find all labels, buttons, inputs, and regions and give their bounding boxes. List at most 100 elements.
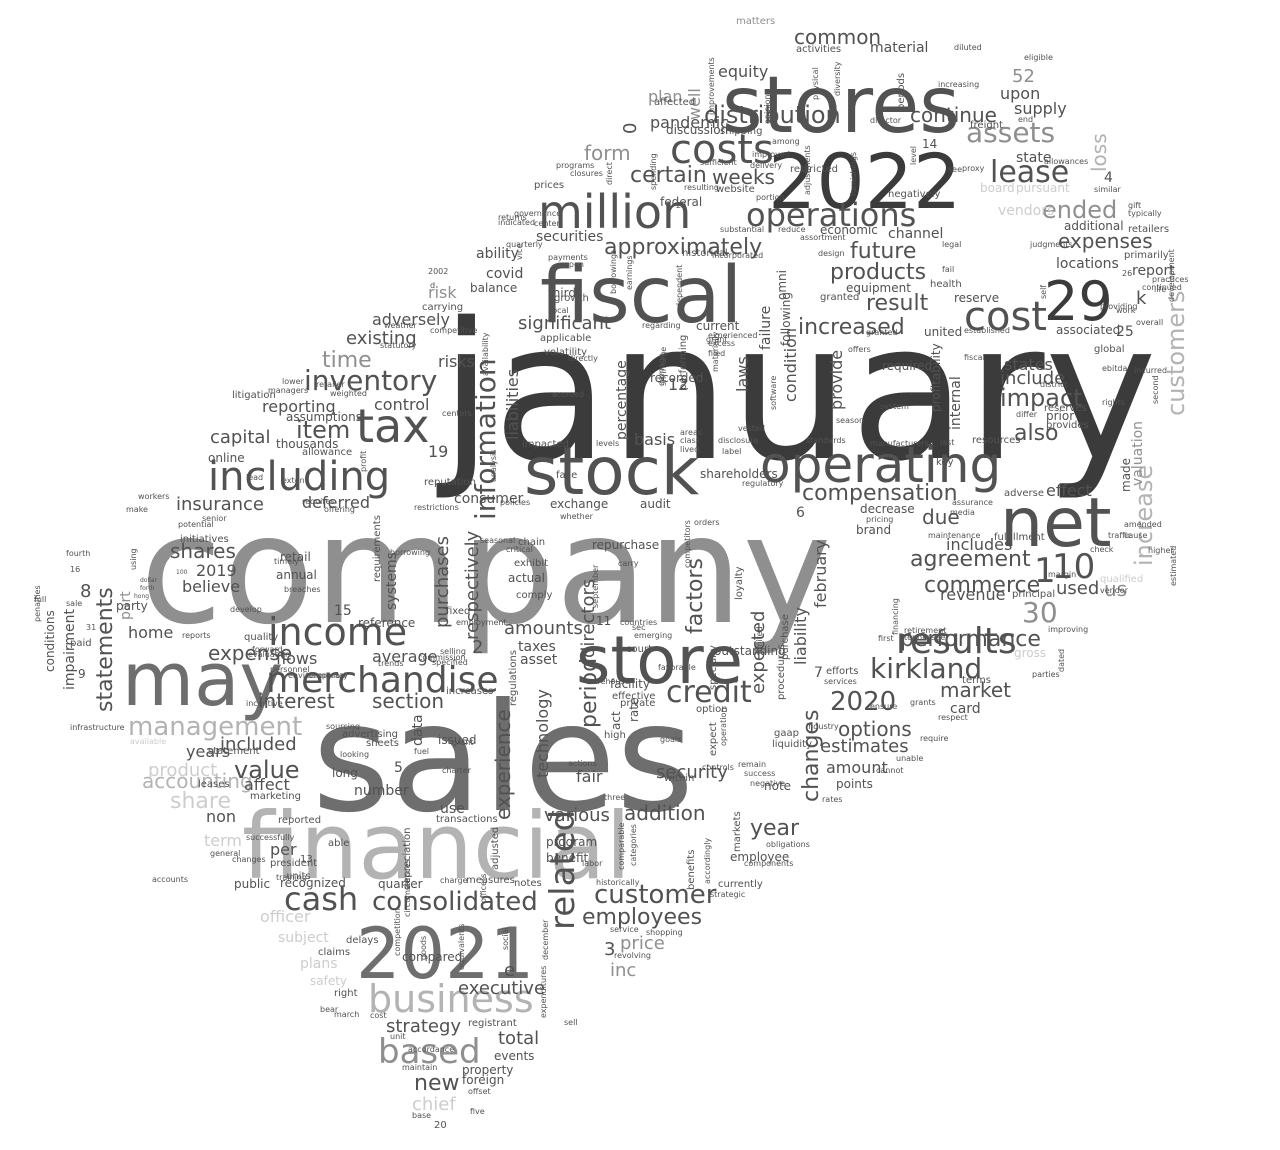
cloud-word: fiscal xyxy=(964,353,985,362)
cloud-word: exhibit xyxy=(514,558,548,569)
cloud-word: 2022 xyxy=(768,137,961,226)
cloud-word: media xyxy=(950,508,975,517)
cloud-word: improved xyxy=(752,150,790,159)
cloud-word: 1 xyxy=(1034,551,1056,591)
cloud-word: discussion xyxy=(666,123,728,137)
cloud-word: similar xyxy=(1094,185,1122,194)
cloud-word: value xyxy=(234,756,300,784)
cloud-word: locations xyxy=(1056,256,1119,272)
cloud-word: revolving xyxy=(614,951,651,960)
cloud-word: overall xyxy=(1136,318,1163,327)
cloud-word: fourth xyxy=(66,549,90,558)
cloud-word: increasing xyxy=(938,80,979,89)
cloud-word: card xyxy=(950,701,981,717)
cloud-word: 29 xyxy=(1044,270,1113,333)
cloud-word: rate xyxy=(627,698,641,722)
cloud-word: percentage xyxy=(614,360,630,440)
cloud-word: advertising xyxy=(342,729,398,740)
cloud-word: statutory xyxy=(380,341,417,350)
cloud-word: reporting xyxy=(262,397,336,416)
cloud-word: commission xyxy=(418,653,466,662)
cloud-word: unable xyxy=(896,754,923,763)
cloud-word: resources xyxy=(972,435,1020,446)
cloud-word: employees xyxy=(582,905,702,930)
cloud-word: internal xyxy=(948,376,964,430)
cloud-word: fulfillment xyxy=(994,532,1045,543)
cloud-word: purchase xyxy=(780,614,791,660)
cloud-word: years xyxy=(186,742,230,761)
cloud-word: label xyxy=(722,447,741,456)
cloud-word: consolidated xyxy=(372,887,538,917)
cloud-word: available xyxy=(130,737,166,746)
cloud-word: reported xyxy=(278,815,321,826)
cloud-word: 12 xyxy=(668,375,688,394)
cloud-word: 19 xyxy=(428,442,448,461)
cloud-word: equipment xyxy=(846,281,911,295)
cloud-word: option xyxy=(696,704,728,715)
cloud-word: stores xyxy=(722,61,960,151)
cloud-word: weighted xyxy=(330,389,367,398)
cloud-word: governance xyxy=(514,209,561,218)
cloud-word: efforts xyxy=(826,666,858,677)
cloud-word: services xyxy=(824,677,857,686)
cloud-word: distribution xyxy=(704,101,841,129)
cloud-word: cause xyxy=(1124,531,1148,540)
cloud-word: plan xyxy=(648,87,683,106)
cloud-word: annual xyxy=(276,568,317,582)
cloud-word: assurance xyxy=(952,498,993,507)
cloud-word: practices xyxy=(1152,275,1189,284)
cloud-word: accordingly xyxy=(703,838,712,884)
cloud-word: breaches xyxy=(284,585,321,594)
cloud-word: personnel xyxy=(270,665,310,674)
cloud-word: require xyxy=(920,734,949,743)
cloud-word: terms xyxy=(962,675,991,686)
cloud-word: retail xyxy=(280,550,311,564)
cloud-word: forth xyxy=(140,585,155,592)
cloud-word: 52 xyxy=(1012,66,1035,87)
cloud-word: physical xyxy=(811,67,820,100)
cloud-word: store xyxy=(576,622,743,699)
cloud-word: sheets xyxy=(366,738,399,749)
cloud-word: existing xyxy=(346,328,417,349)
cloud-word: right xyxy=(334,988,358,999)
cloud-word: programs xyxy=(556,161,594,170)
cloud-word: 0 xyxy=(620,123,641,134)
cloud-word: online xyxy=(208,451,245,465)
cloud-word: operating xyxy=(760,436,1001,494)
cloud-word: act xyxy=(609,711,623,730)
cloud-word: closures xyxy=(570,169,603,178)
cloud-word: freight xyxy=(970,120,1003,131)
cloud-word: reserve xyxy=(954,291,999,305)
cloud-word: emerging xyxy=(634,631,672,640)
cloud-word: areas xyxy=(680,428,702,437)
cloud-word: states xyxy=(1004,355,1053,374)
cloud-word: trends xyxy=(378,659,404,668)
cloud-word: five xyxy=(470,1107,485,1116)
cloud-word: inc xyxy=(610,960,636,981)
cloud-word: 11 xyxy=(596,614,611,628)
cloud-word: channel xyxy=(888,226,943,242)
cloud-word: extent xyxy=(282,476,308,485)
cloud-word: grant xyxy=(452,738,473,747)
cloud-word: class xyxy=(680,436,700,445)
cloud-word: allowances xyxy=(1044,157,1088,166)
cloud-word: due xyxy=(922,505,960,529)
cloud-word: negatively xyxy=(888,189,941,200)
cloud-word: d xyxy=(430,281,435,290)
cloud-word: rights xyxy=(1102,398,1125,407)
cloud-word: failure xyxy=(758,306,774,350)
cloud-word: changes xyxy=(799,710,824,802)
cloud-word: applicable xyxy=(540,333,591,344)
cloud-word: audit xyxy=(640,497,671,511)
cloud-word: pandemic xyxy=(650,113,729,132)
cloud-word: cost xyxy=(964,294,1047,340)
cloud-word: initiatives xyxy=(180,534,229,545)
cloud-word: second xyxy=(1151,375,1160,404)
cloud-word: able xyxy=(328,838,349,849)
cloud-word: assets xyxy=(966,116,1055,149)
cloud-word: design xyxy=(818,249,845,258)
cloud-word: performance xyxy=(900,627,1041,652)
cloud-word: stock xyxy=(524,433,700,510)
cloud-word: allowance xyxy=(302,447,352,458)
cloud-word: compared xyxy=(402,950,462,964)
